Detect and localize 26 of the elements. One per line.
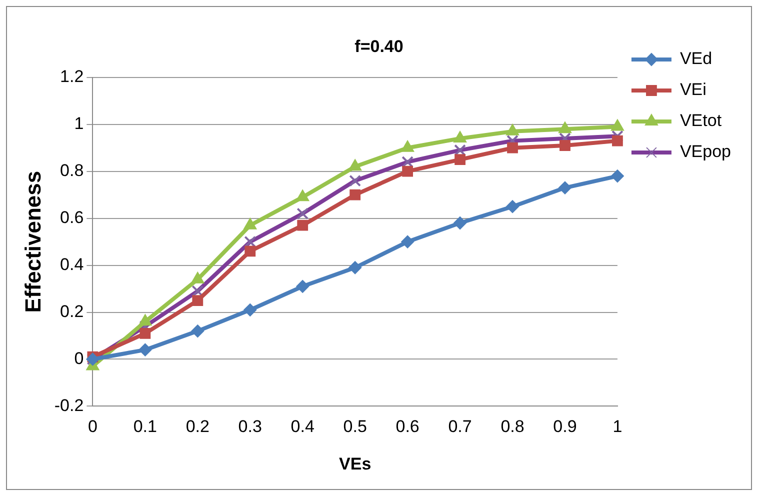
legend-label: VEd <box>680 49 712 68</box>
y-tick-label: 0 <box>74 348 84 368</box>
legend-label: VEi <box>680 80 706 100</box>
x-tick-label: 0.2 <box>186 417 210 436</box>
y-tick-label: -0.2 <box>54 396 84 415</box>
y-tick-label: 0.2 <box>60 302 84 321</box>
x-tick-label: 0.5 <box>343 417 367 436</box>
x-tick-label: 0.8 <box>500 417 524 436</box>
x-tick-label: 0.1 <box>133 417 157 436</box>
x-tick-label: 0.7 <box>448 417 472 436</box>
x-axis-title: VEs <box>339 454 372 474</box>
y-tick-label: 1.2 <box>60 67 84 86</box>
x-tick-label: 0.4 <box>290 417 314 436</box>
x-tick-label: 0.3 <box>238 417 262 436</box>
x-tick-label: 0 <box>88 417 98 436</box>
y-tick-label: 0.8 <box>60 161 84 180</box>
x-tick-label: 0.9 <box>553 417 577 436</box>
y-tick-label: 0.6 <box>60 208 84 227</box>
legend-label: VEtot <box>680 111 722 130</box>
y-axis-title: Effectiveness <box>20 170 46 313</box>
chart-title: f=0.40 <box>354 36 404 56</box>
x-tick-label: 0.6 <box>396 417 420 436</box>
y-tick-label: 0.4 <box>60 254 84 274</box>
legend-label: VEpop <box>680 142 732 162</box>
y-tick-label: 1 <box>74 114 84 134</box>
x-tick-label: 1 <box>612 417 622 436</box>
